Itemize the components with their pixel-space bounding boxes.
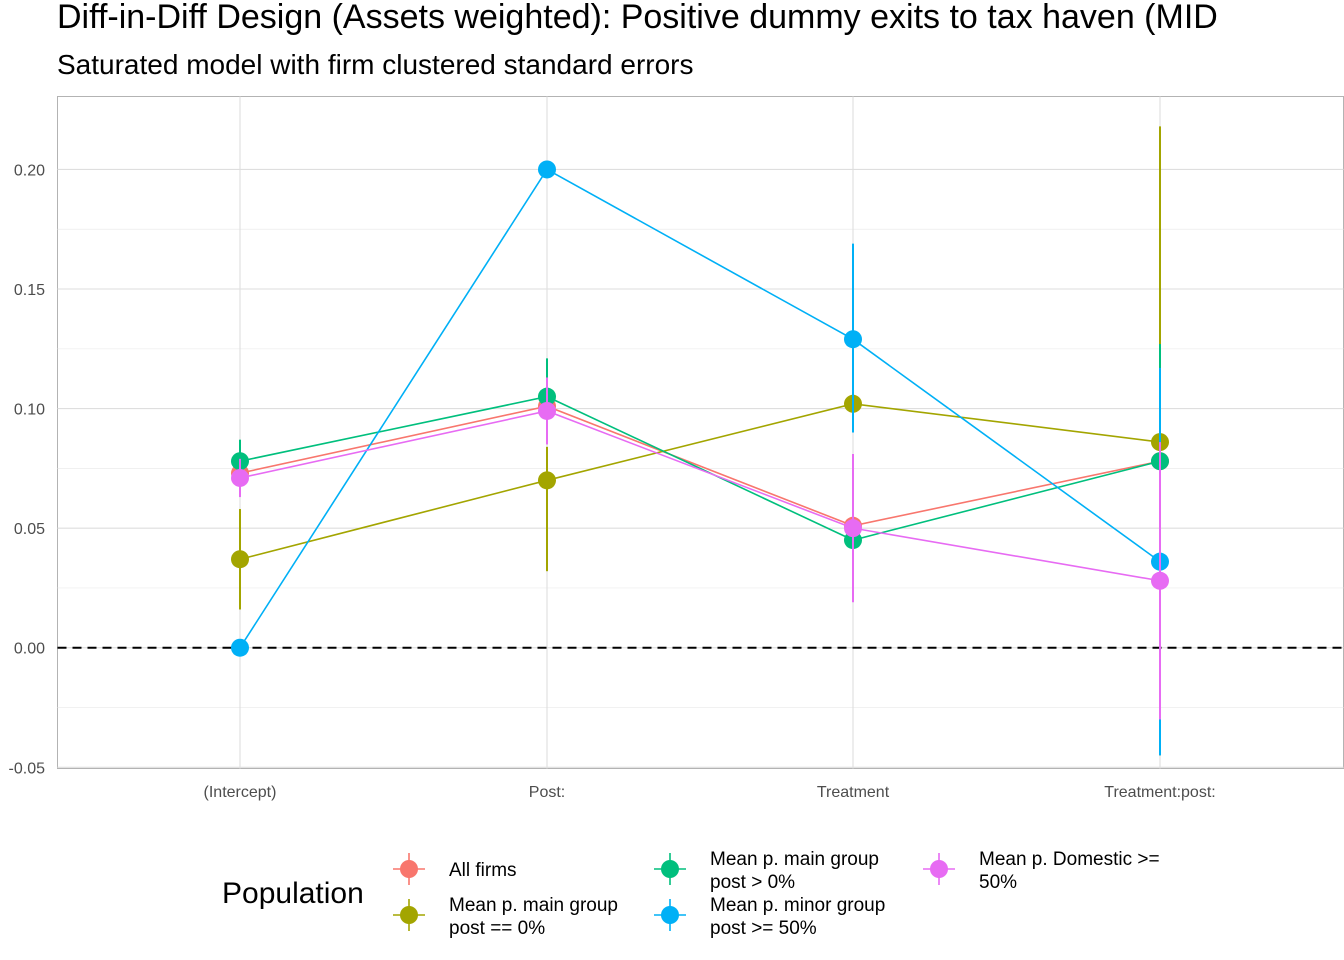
legend-key-point: [661, 906, 679, 924]
data-point: [231, 638, 249, 657]
legend-label: Mean p. Domestic >=: [979, 849, 1160, 870]
plot-panel: [57, 96, 1344, 769]
legend-label: post == 0%: [449, 918, 545, 939]
series-line: [239, 405, 1161, 527]
x-tick-label: Treatment:post:: [1104, 784, 1215, 801]
series-line: [239, 410, 1161, 582]
series-group: [231, 160, 1169, 756]
y-tick-label: 0.20: [14, 162, 45, 179]
legend-key-point: [400, 860, 418, 878]
series-line: [239, 168, 1161, 649]
y-tick-label: -0.05: [9, 760, 46, 777]
data-point: [231, 468, 249, 487]
y-tick-label: 0.00: [14, 641, 45, 658]
y-tick-label: 0.15: [14, 282, 45, 299]
y-axis: -0.05 0.00 0.05 0.10 0.15 0.20: [9, 162, 46, 777]
data-point: [844, 519, 862, 538]
legend-entry: Mean p. Domestic >=50%: [923, 849, 1160, 893]
series-group: [231, 377, 1169, 720]
legend-label: post >= 50%: [710, 918, 817, 939]
data-point: [1151, 571, 1169, 590]
legend-label: post > 0%: [710, 872, 795, 893]
legend-label: Mean p. main group: [449, 895, 618, 916]
legend-entry: All firms: [393, 853, 517, 885]
x-axis: (Intercept) Post: Treatment Treatment:post:: [204, 784, 1216, 801]
legend-title: Population: [222, 877, 364, 910]
series-layer: [231, 126, 1169, 756]
legend-key-point: [661, 860, 679, 878]
x-tick-label: Post:: [529, 784, 565, 801]
legend-key-point: [400, 906, 418, 924]
legend-label: All firms: [449, 860, 517, 881]
x-tick-label: (Intercept): [204, 784, 277, 801]
legend-key-point: [930, 860, 948, 878]
chart-subtitle: Saturated model with firm clustered stan…: [57, 49, 694, 80]
legend-label: Mean p. main group: [710, 849, 879, 870]
series-line: [239, 402, 1161, 561]
x-tick-label: Treatment: [817, 784, 890, 801]
data-point: [231, 550, 249, 569]
chart-title: Diff-in-Diff Design (Assets weighted): P…: [57, 0, 1218, 36]
data-point: [538, 401, 556, 420]
legend-label: Mean p. minor group: [710, 895, 885, 916]
data-point: [538, 160, 556, 179]
series-line: [239, 395, 1161, 541]
legend-label: 50%: [979, 872, 1017, 893]
data-point: [844, 330, 862, 349]
y-tick-label: 0.05: [14, 521, 45, 538]
y-tick-label: 0.10: [14, 402, 45, 419]
data-point: [538, 471, 556, 490]
